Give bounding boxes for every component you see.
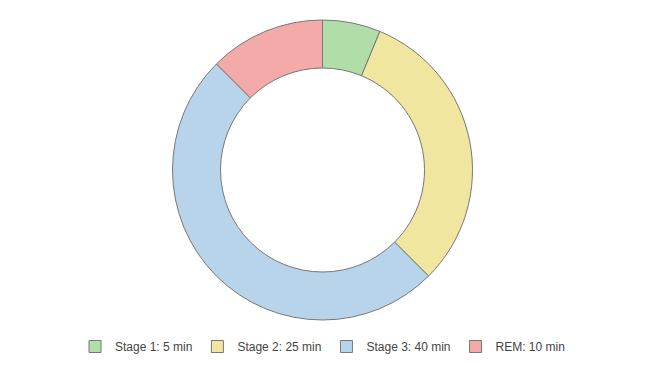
svg-text:Stage 1: 5 min: Stage 1: 5 min	[115, 340, 192, 354]
svg-text:Stage 3: 40 min: Stage 3: 40 min	[366, 340, 450, 354]
svg-text:REM: 10 min: REM: 10 min	[496, 340, 565, 354]
svg-text:Stage 2: 25 min: Stage 2: 25 min	[237, 340, 321, 354]
